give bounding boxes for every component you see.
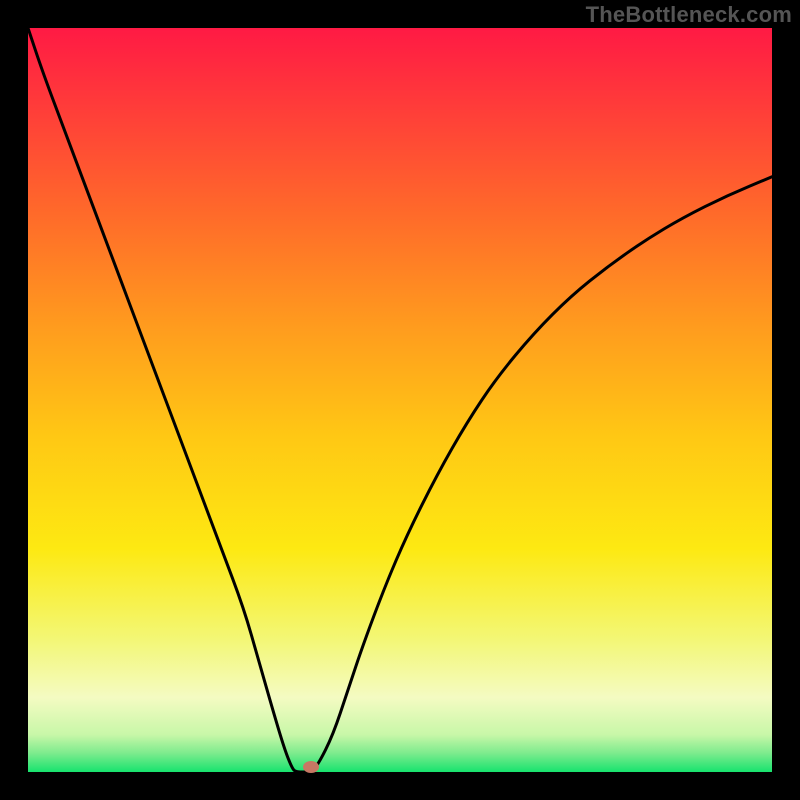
plot-area — [28, 28, 772, 772]
plot-svg — [28, 28, 772, 772]
chart-container: TheBottleneck.com — [0, 0, 800, 800]
gradient-background — [28, 28, 772, 772]
watermark-text: TheBottleneck.com — [586, 2, 792, 28]
optimum-marker — [303, 761, 319, 773]
